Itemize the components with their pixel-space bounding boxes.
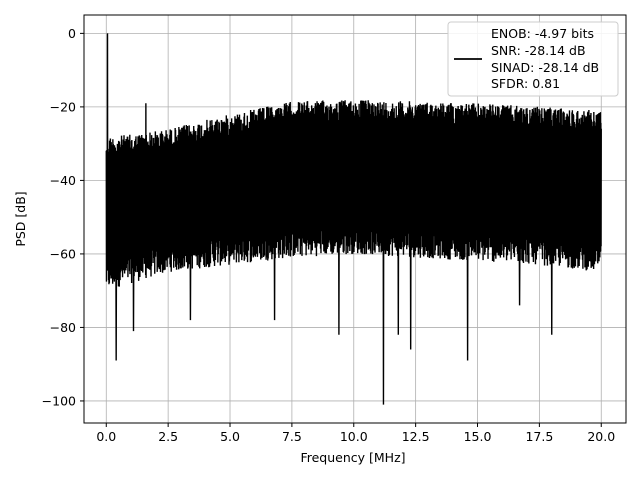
x-axis-label: Frequency [MHz] [300, 450, 405, 465]
x-tick-label: 12.5 [402, 429, 430, 444]
y-tick-label: −60 [50, 246, 76, 261]
legend: ENOB: -4.97 bits SNR: -28.14 dB SINAD: -… [447, 21, 619, 97]
legend-sfdr: SFDR: 0.81 [491, 76, 560, 91]
y-tick-label: −20 [50, 99, 76, 114]
legend-sinad: SINAD: -28.14 dB [491, 60, 599, 75]
legend-box [447, 21, 619, 97]
x-tick-label: 10.0 [340, 429, 368, 444]
x-tick-label: 5.0 [220, 429, 240, 444]
legend-snr: SNR: -28.14 dB [491, 43, 586, 58]
x-tick-label: 20.0 [587, 429, 615, 444]
x-tick-label: 17.5 [525, 429, 553, 444]
x-tick-label: 2.5 [158, 429, 178, 444]
legend-enob: ENOB: -4.97 bits [491, 26, 594, 41]
y-tick-label: −80 [50, 320, 76, 335]
psd-series [105, 33, 602, 405]
plot-frame [83, 14, 627, 424]
y-axis-label: PSD [dB] [13, 191, 28, 246]
x-tick-label: 15.0 [464, 429, 492, 444]
y-tick-label: −100 [42, 393, 76, 408]
y-tick-label: −40 [50, 173, 76, 188]
y-axis: 0 −20 −40 −60 −80 −100 [42, 26, 84, 408]
psd-line [105, 33, 602, 405]
x-axis: 0.0 2.5 5.0 7.5 10.0 12.5 15.0 17.5 20.0 [96, 423, 615, 444]
y-tick-label: 0 [68, 26, 76, 41]
x-tick-label: 7.5 [282, 429, 302, 444]
x-tick-label: 0.0 [96, 429, 116, 444]
